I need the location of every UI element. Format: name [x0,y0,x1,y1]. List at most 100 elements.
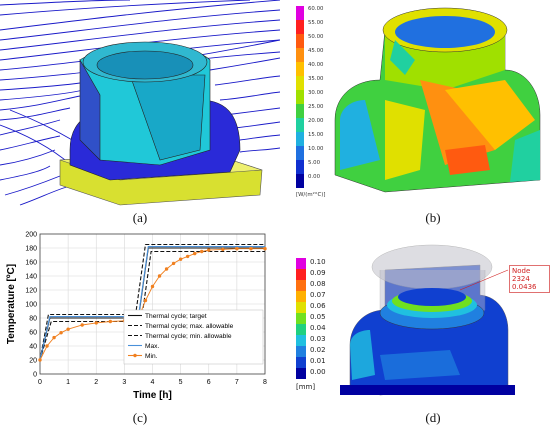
legend-label: Thermal cycle; target [145,313,207,320]
colorbar-swatch [296,258,306,269]
series-point [164,267,169,271]
colorbar-swatch [296,76,304,90]
caption-a: (a) [132,210,148,225]
x-tick-label: 2 [94,379,98,386]
y-tick-label: 200 [25,232,37,239]
colorbar-label: 0.00 [308,174,321,180]
series-point [45,344,49,348]
x-tick-label: 4 [151,379,155,386]
colorbar-swatch [296,302,306,313]
colorbar-label: 0.00 [310,368,326,376]
colorbar-label: 30.00 [308,90,324,96]
series-point [200,249,204,254]
series-point [235,247,239,251]
legend-label: Max. [145,343,159,350]
colorbar-label: 50.00 [308,34,324,40]
colorbar-label: 0.05 [310,313,326,321]
colorbar-swatch [296,174,304,188]
series-point [80,323,84,327]
y-tick-label: 160 [25,260,37,267]
series-point [178,257,183,261]
colorbar-label: 0.01 [310,357,326,365]
series-point [157,274,162,278]
series-point [108,319,113,324]
colorbar-label: 0.09 [310,269,326,277]
y-tick-label: 100 [25,302,37,309]
colorbar-label: 0.08 [310,280,326,288]
y-tick-label: 40 [29,344,37,351]
series-point [185,254,190,259]
plot-frame [39,233,266,375]
colorbar-swatch [296,160,304,174]
colorbar-label: 55.00 [308,20,324,26]
colorbar-label: 25.00 [308,104,324,110]
y-tick-label: 80 [29,316,37,323]
y-tick-label: 140 [25,274,37,281]
series-point [221,247,225,252]
colorbar-swatch [296,291,306,302]
series-point [59,331,63,335]
colorbar-swatch [296,324,306,335]
x-tick-label: 6 [207,379,211,386]
series-point [94,321,98,325]
colorbar-swatch [296,90,304,104]
colorbar-swatch [296,20,304,34]
x-tick-label: 7 [235,379,239,386]
y-tick-label: 60 [29,330,37,337]
panel-d-colorbar: 0.10 0.09 0.08 0.07 0.06 0.05 0.04 0.03 0.02 0.01… [296,258,356,408]
panel-b-heat-transfer-render [334,7,541,193]
series-point [38,358,42,362]
caption-d: (d) [425,410,441,425]
colorbar-label: 35.00 [308,76,324,82]
x-axis-label: Time [h] [133,390,172,401]
panel-b-colorbar: 60.00 55.00 50.00 45.00 40.00 35.00 30.00 25.00… [296,6,356,206]
colorbar-swatch [296,132,304,146]
colorbar-label: 45.00 [308,48,324,54]
colorbar-swatch [296,48,304,62]
legend-marker [133,353,137,358]
x-tick-label: 3 [122,379,126,386]
x-tick-label: 0 [38,379,42,386]
colorbar-swatch [296,269,306,280]
colorbar-label: 0.04 [310,324,326,332]
colorbar-swatch [296,6,304,20]
colorbar-label: 0.10 [310,258,326,266]
colorbar-label: 0.07 [310,291,326,299]
series-point [150,284,155,289]
colorbar-swatch [296,313,306,324]
colorbar-unit: [mm] [296,383,316,391]
colorbar-swatch [296,34,304,48]
panel-c-temperature-chart: 0 1 2 3 4 5 6 7 8020406080100120140160180200Time… [6,232,267,402]
colorbar-swatch [296,104,304,118]
y-tick-label: 0 [33,372,37,379]
node-id: Node 2324 [512,267,531,283]
x-tick-label: 5 [179,379,183,386]
panel-d-displacement-render [340,244,515,396]
node-annotation: Node 2324 0.0436 [509,265,550,293]
colorbar-label: 40.00 [308,62,324,68]
x-tick-label: 1 [66,379,70,386]
series-line-2 [39,250,265,361]
panel-a-streamline-render [0,0,280,206]
legend-box [123,309,264,365]
y-axis-label: Temperature [ºC] [6,264,17,344]
series-point [171,261,176,266]
y-tick-label: 20 [29,358,37,365]
colorbar-label: 5.00 [308,160,321,166]
node-value: 0.0436 [512,283,537,291]
caption-c: (c) [132,410,148,425]
series-point [66,327,70,331]
x-tick-label: 8 [263,379,267,386]
colorbar-swatch [296,335,306,346]
colorbar-label: 15.00 [308,132,324,138]
legend-label: Thermal cycle; max. allowable [145,323,234,330]
part-model [59,41,263,206]
colorbar-label: 0.03 [310,335,326,343]
series-point [143,298,148,303]
colorbar-swatch [296,346,306,357]
legend-label: Thermal cycle; min. allowable [145,333,232,340]
series-point [263,247,267,251]
caption-b: (b) [425,210,441,225]
series-point [52,335,56,340]
colorbar-swatch [296,118,304,132]
